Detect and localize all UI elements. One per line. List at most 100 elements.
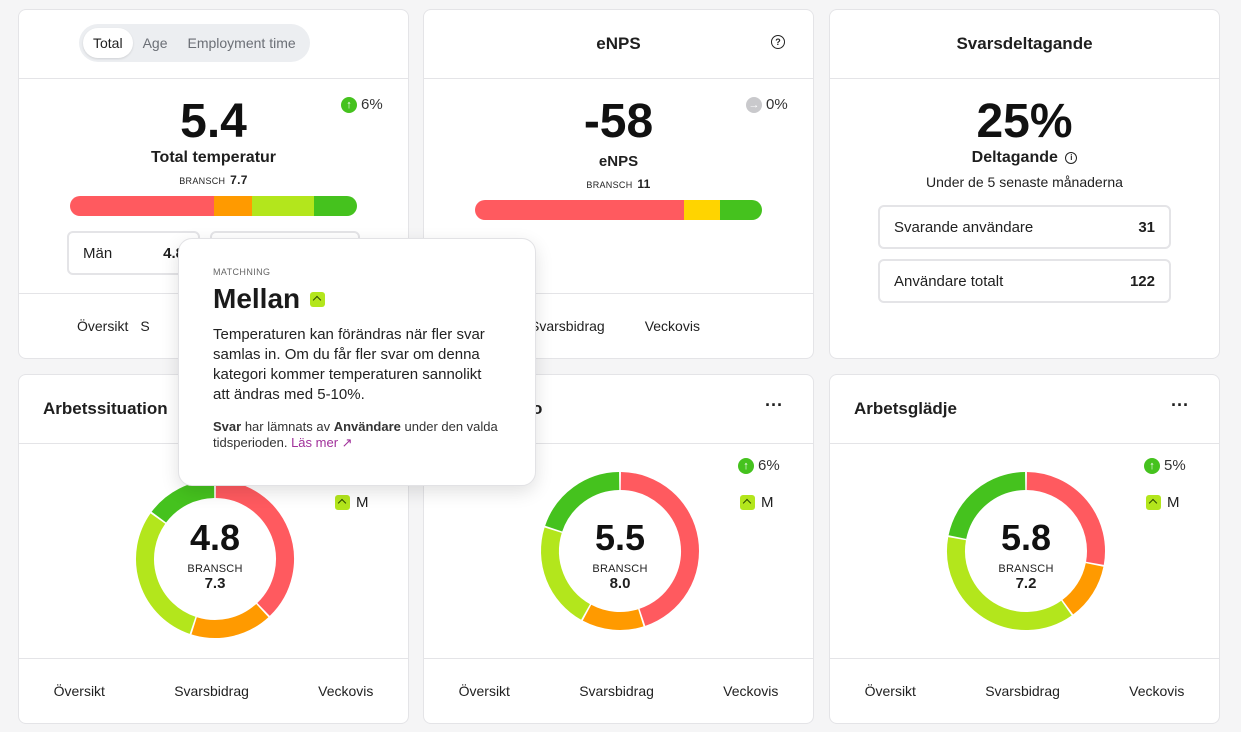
read-more-link[interactable]: Läs mer ↗ [291,435,353,450]
help-icon[interactable]: ? [771,35,785,49]
card-header: Svarsdeltagande [830,10,1219,79]
donut-segment-orange [191,603,269,638]
donut-segment-green [151,480,215,523]
donut-segment-lime [541,527,591,620]
nav-veckovis[interactable]: Veckovis [723,683,779,699]
chevron-up-icon [310,291,326,307]
match-badge[interactable]: M [335,494,369,511]
donut-score: 4.8 [189,517,241,558]
more-icon[interactable]: ··· [765,395,783,415]
participation-card: Svarsdeltagande 25% Deltagande i Under d… [829,9,1220,359]
tooltip-title-row: Mellan [213,283,501,315]
chevron-up-icon [335,495,350,510]
info-icon[interactable]: i [1065,152,1078,164]
tooltip-title: Mellan [213,283,301,314]
bar-segment-orange [214,196,252,216]
row-value: 31 [1138,218,1155,236]
arrow-up-icon: ↑ [738,457,754,474]
donut-segment-green [545,472,620,532]
participation-label: Deltagande [971,149,1058,166]
bransch-benchmark: BRANSCH 7.7 [19,173,408,187]
badge-label: M [356,494,369,511]
bar-segment-red [70,196,214,216]
card-footer: Översikt Svarsbidrag Veckovis [830,658,1219,723]
card-title: Arbetsglädje [854,399,957,418]
external-link-icon: ↗ [341,435,353,450]
nav-svarsbidrag[interactable]: Svarsbidrag [530,318,605,334]
bransch-value: 7.2 [1015,575,1037,592]
footnote-text: har lämnats av [241,419,334,434]
trend-value: 0% [766,96,788,113]
row-value: 122 [1129,272,1155,290]
match-badge[interactable]: M [740,494,774,511]
donut-center: 5.5 BRANSCH 8.0 [560,517,680,592]
more-icon[interactable]: ··· [1171,395,1189,415]
footnote-strong-anvandare: Användare [333,419,401,434]
tab-employment-time[interactable]: Employment time [187,35,296,51]
nav-oversikt[interactable]: Översikt [458,683,510,699]
card-header: o ··· [424,375,813,444]
card-header: Arbetsglädje ··· [830,375,1219,444]
arbetsgladje-card: Arbetsglädje ··· 5.8 BRANSCH 7.2 ↑ 5% M … [829,374,1220,724]
bransch-label: BRANSCH [187,563,243,575]
donut-segment-lime [947,537,1072,630]
read-more-label: Läs mer [291,435,339,450]
card-title: o [532,399,543,418]
row-label: Användare totalt [894,272,1004,290]
donut-chart [136,480,294,638]
participation-score: 25% [976,95,1073,148]
donut-segment-lime [136,513,196,634]
nav-veckovis[interactable]: Veckovis [1129,683,1185,699]
bar-segment-lime [252,196,314,216]
tooltip-body: Temperaturen kan förändras när fler svar… [213,326,485,403]
nav-svarsbidrag[interactable]: Svarsbidrag [174,683,249,699]
donut-score: 5.8 [1000,517,1052,558]
card-footer: Översikt Svarsbidrag Veckovis [424,658,813,723]
card-title: Arbetssituation [43,399,168,418]
bar-segment-green [720,200,762,220]
card-header: eNPS ? [424,10,813,79]
nav-oversikt[interactable]: Översikt [864,683,916,699]
enps-bar [475,200,762,220]
trend-indicator: ↑ 5% [1144,457,1186,474]
tab-age[interactable]: Age [142,35,168,51]
bransch-label: BRANSCH [179,176,226,186]
participation-label-row: Deltagande i [830,149,1219,167]
nav-oversikt[interactable]: Översikt [53,683,105,699]
trend-value: 6% [758,457,780,474]
nav-svarsbidrag[interactable]: Svarsbidrag [579,683,654,699]
row-label: Svarande användare [894,218,1034,236]
bransch-label: BRANSCH [586,180,633,190]
nav-veckovis[interactable]: Veckovis [644,318,700,334]
matchning-tooltip: MATCHNING Mellan Temperaturen kan föränd… [178,238,536,486]
total-users-row: Användare totalt 122 [878,259,1171,303]
bar-segment-yellow [684,200,720,220]
badge-label: M [761,494,774,511]
nav-svarsbidrag[interactable]: Svarsbidrag [985,683,1060,699]
nav-svarsbidrag[interactable]: S [140,318,150,334]
responding-users-row: Svarande användare 31 [878,205,1171,249]
segment-control: Total Age Employment time [79,24,310,62]
donut-segment-red [215,480,294,616]
chevron-up-icon [1146,495,1161,510]
donut-segment-orange [1062,562,1104,615]
bransch-value: 11 [637,177,651,191]
bransch-value: 7.7 [230,173,248,187]
tab-total[interactable]: Total [83,28,133,58]
bransch-value: 7.3 [204,575,226,592]
trend-value: 5% [1164,457,1186,474]
donut-segment-green [948,472,1026,540]
bransch-value: 8.0 [609,575,631,592]
donut-segment-red [620,472,699,626]
bransch-benchmark: BRANSCH 11 [424,177,813,191]
chevron-up-icon [740,495,755,510]
participation-subtitle: Under de 5 senaste månaderna [926,174,1123,190]
nav-veckovis[interactable]: Veckovis [318,683,374,699]
match-badge[interactable]: M [1146,494,1180,511]
donut-chart [947,472,1105,630]
card-title: Svarsdeltagande [956,34,1093,53]
arrow-right-icon: → [746,96,762,113]
bransch-label: BRANSCH [592,563,648,575]
card-footer: Svarsbidrag Veckovis [424,293,813,358]
nav-oversikt[interactable]: Översikt [77,318,129,334]
